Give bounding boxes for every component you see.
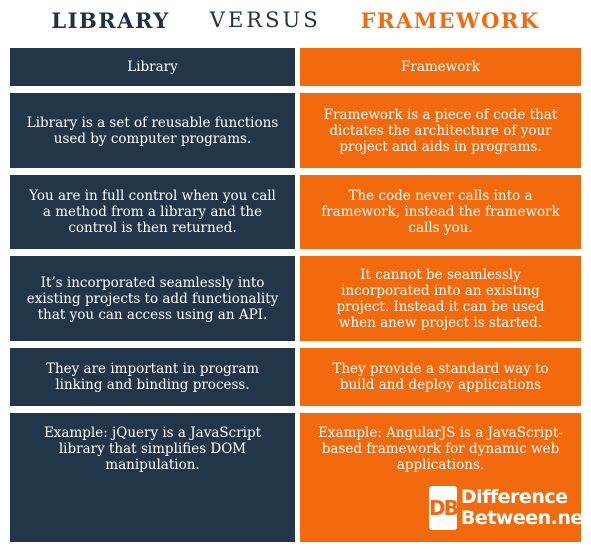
site-logo: DB Difference Between.net <box>429 483 591 533</box>
framework-cell-3: It cannot be seamlessly incorporated int… <box>300 256 581 341</box>
logo-line-1: Difference <box>460 486 568 508</box>
library-cell-4: They are important in program linking an… <box>10 348 295 406</box>
page-title: LIBRARY VERSUS FRAMEWORK <box>0 0 591 40</box>
framework-cell-4: They provide a standard way to build and… <box>300 348 581 406</box>
header-framework: Framework <box>300 48 581 86</box>
library-cell-2: You are in full control when you call a … <box>10 175 295 249</box>
library-cell-5: Example: jQuery is a JavaScript library … <box>10 413 295 542</box>
framework-cell-2: The code never calls into a framework, i… <box>300 175 581 249</box>
logo-text: Difference Between.net <box>461 487 591 529</box>
library-cell-1: Library is a set of reusable functions u… <box>10 93 295 168</box>
header-library: Library <box>10 48 295 86</box>
logo-line-2: Between.net <box>460 507 591 529</box>
library-cell-3: It’s incorporated seamlessly into existi… <box>10 256 295 341</box>
title-library: LIBRARY <box>51 7 170 33</box>
framework-cell-1: Framework is a piece of code that dictat… <box>300 93 581 168</box>
title-framework: FRAMEWORK <box>360 7 540 33</box>
title-versus: VERSUS <box>209 8 321 32</box>
db-logo-icon: DB <box>429 486 459 530</box>
comparison-table: Library Framework Library is a set of re… <box>10 48 581 542</box>
